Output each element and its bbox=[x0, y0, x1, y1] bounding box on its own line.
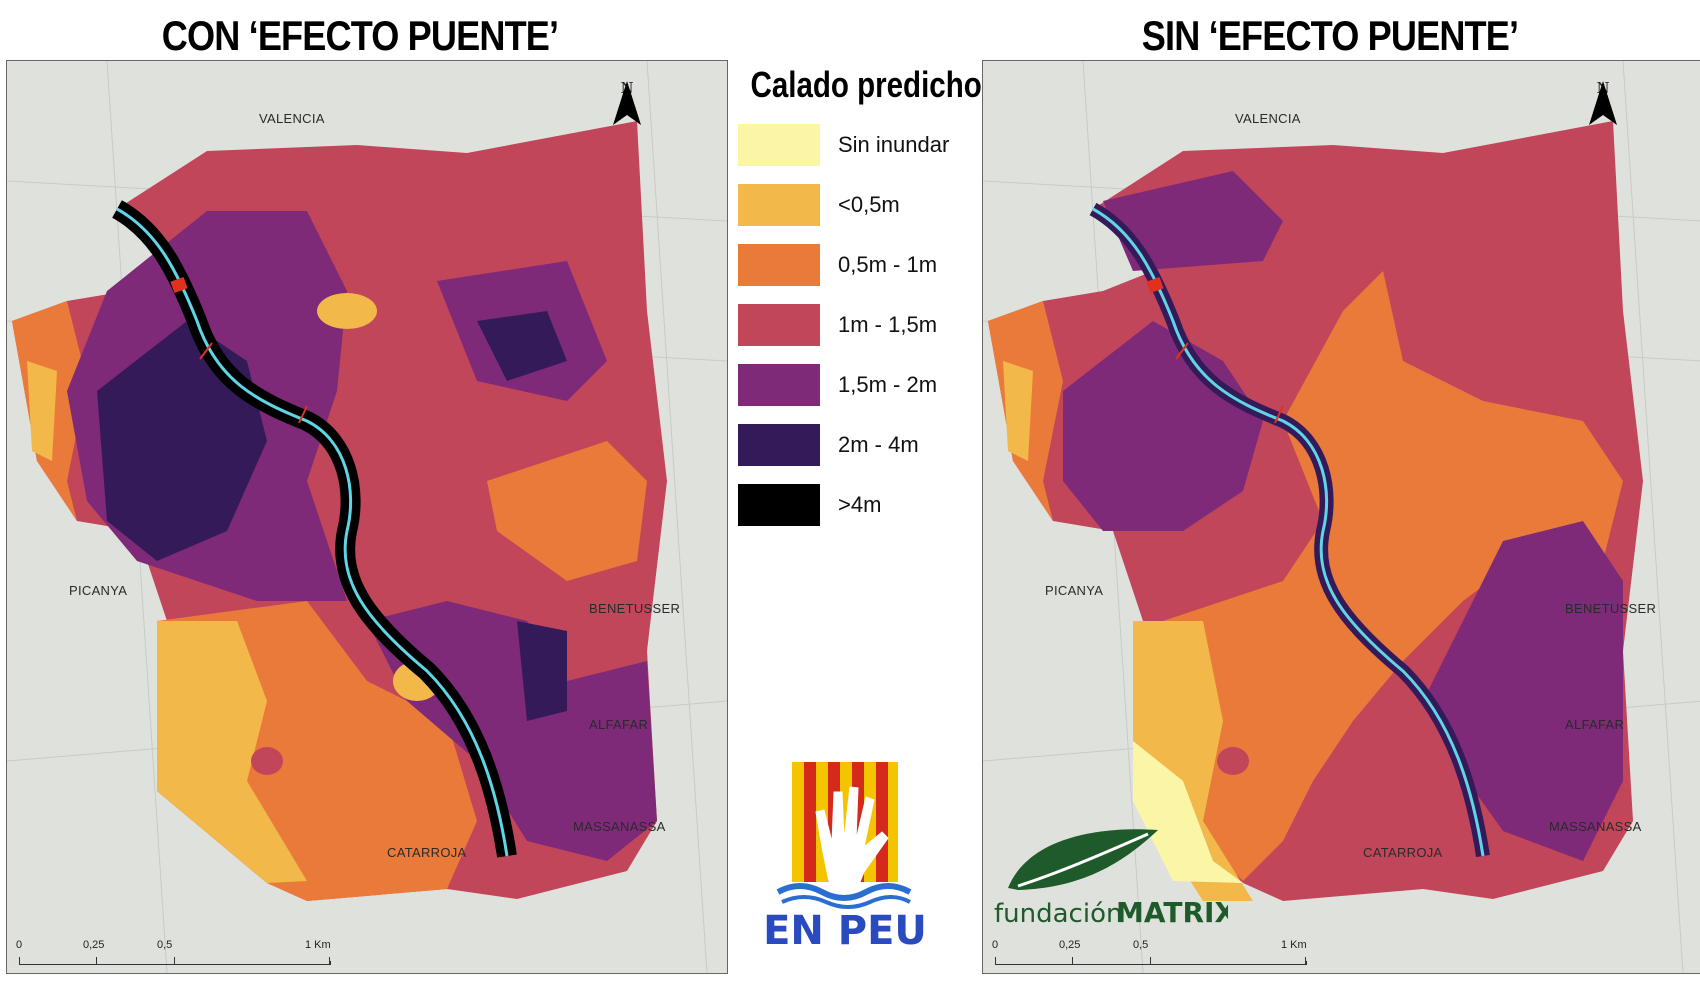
bridge-marker bbox=[1274, 405, 1284, 424]
place-label-alfafar: ALFAFAR bbox=[1565, 717, 1625, 732]
legend-label: >4m bbox=[838, 492, 882, 517]
scale-bar: 0 0,25 0,5 1 Km bbox=[992, 939, 1315, 973]
map-title-right: SIN ‘EFECTO PUENTE’ bbox=[1141, 12, 1519, 59]
bridge-marker bbox=[1146, 276, 1164, 294]
place-label-massanassa: MASSANASSA bbox=[573, 819, 666, 834]
north-arrow: N bbox=[1583, 79, 1623, 125]
legend-label: 1,5m - 2m bbox=[838, 372, 938, 397]
place-label-massanassa: MASSANASSA bbox=[1549, 819, 1642, 834]
legend-item: Sin inundar bbox=[738, 124, 978, 168]
legend-title: Calado predicho bbox=[750, 64, 982, 105]
scale-label: 1 Km bbox=[1281, 939, 1307, 951]
place-label-alfafar: ALFAFAR bbox=[589, 717, 649, 732]
scale-label: 0,25 bbox=[1059, 939, 1081, 951]
legend-swatch bbox=[738, 244, 820, 286]
legend-item: <0,5m bbox=[738, 184, 978, 228]
legend-label: 2m - 4m bbox=[838, 432, 919, 457]
place-label-benetusser: BENETUSSER bbox=[1565, 601, 1657, 616]
place-label-picanya: PICANYA bbox=[69, 583, 128, 598]
bridge-marker bbox=[1175, 342, 1189, 360]
legend-item: 0,5m - 1m bbox=[738, 244, 978, 288]
place-label-picanya: PICANYA bbox=[1045, 583, 1104, 598]
matrix-prefix: fundación bbox=[994, 899, 1122, 928]
bridge-marker bbox=[298, 405, 308, 424]
place-label-benetusser: BENETUSSER bbox=[589, 601, 681, 616]
legend-label: 0,5m - 1m bbox=[838, 252, 938, 277]
legend-swatch bbox=[738, 124, 820, 166]
scale-label: 0,5 bbox=[157, 939, 173, 951]
legend: Calado predicho Sin inundar <0,5m 0,5m -… bbox=[728, 60, 982, 580]
river bbox=[1092, 207, 1485, 857]
bridge-marker bbox=[170, 276, 188, 294]
flood-map-left bbox=[7, 61, 727, 973]
river bbox=[116, 207, 509, 857]
legend-swatch bbox=[738, 424, 820, 466]
place-label-valencia: VALENCIA bbox=[259, 111, 325, 126]
legend-item: >4m bbox=[738, 484, 978, 528]
legend-swatch bbox=[738, 184, 820, 226]
enpeu-logo-graphic: EN PEU bbox=[763, 762, 927, 954]
map-without-bridge-effect: VALENCIA PICANYA BENETUSSER ALFAFAR MASS… bbox=[982, 60, 1700, 974]
scale-line bbox=[995, 961, 1307, 965]
legend-item: 1,5m - 2m bbox=[738, 364, 978, 408]
scale-label: 0 bbox=[992, 939, 999, 951]
hand-icon bbox=[815, 786, 889, 888]
legend-label: <0,5m bbox=[838, 192, 900, 217]
place-label-catarroja: CATARROJA bbox=[387, 845, 467, 860]
north-arrow-icon bbox=[613, 81, 641, 125]
legend-swatch bbox=[738, 304, 820, 346]
legend-item: 2m - 4m bbox=[738, 424, 978, 468]
scale-label: 1 Km bbox=[305, 939, 331, 951]
scale-label: 0 bbox=[16, 939, 23, 951]
scale-label: 0,25 bbox=[83, 939, 105, 951]
flood-map-right bbox=[983, 61, 1700, 973]
north-arrow: N bbox=[607, 79, 647, 125]
legend-swatch bbox=[738, 364, 820, 406]
north-arrow-icon bbox=[1589, 81, 1617, 125]
map-title-left: CON ‘EFECTO PUENTE’ bbox=[161, 12, 559, 59]
enpeu-text: EN PEU bbox=[763, 908, 927, 952]
scale-line bbox=[19, 961, 331, 965]
enpeu-logo: EN PEU bbox=[760, 752, 930, 954]
map-with-bridge-effect: VALENCIA PICANYA BENETUSSER ALFAFAR MASS… bbox=[6, 60, 728, 974]
place-label-valencia: VALENCIA bbox=[1235, 111, 1301, 126]
legend-label: Sin inundar bbox=[838, 132, 950, 157]
place-label-catarroja: CATARROJA bbox=[1363, 845, 1443, 860]
legend-item: 1m - 1,5m bbox=[738, 304, 978, 348]
legend-swatch bbox=[738, 484, 820, 526]
bridge-marker bbox=[199, 342, 213, 360]
scale-bar: 0 0,25 0,5 1 Km bbox=[16, 939, 339, 973]
scale-label: 0,5 bbox=[1133, 939, 1149, 951]
matrix-logo-graphic: fundación MATRIX bbox=[994, 829, 1236, 929]
legend-label: 1m - 1,5m bbox=[838, 312, 938, 337]
matrix-name: MATRIX bbox=[1116, 896, 1228, 928]
fundacion-matrix-logo: fundación MATRIX bbox=[988, 818, 1236, 929]
